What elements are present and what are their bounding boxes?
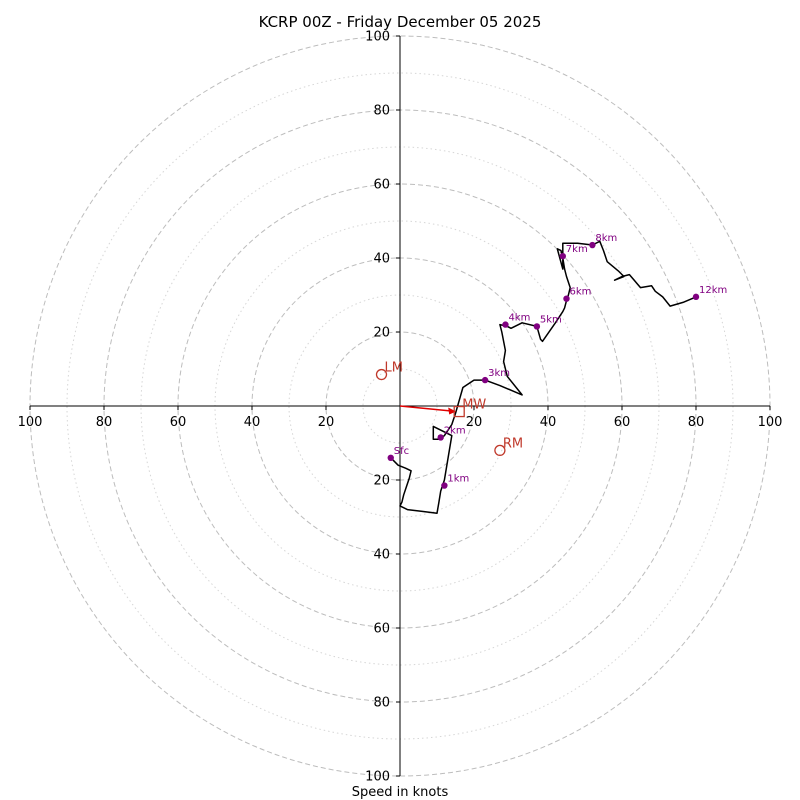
x-tick-label: 20 bbox=[318, 415, 335, 430]
x-tick-label: 80 bbox=[96, 415, 113, 430]
height-markers: Sfc 1km 2km 3km 4km 5km 6km 7km 8km 12km bbox=[387, 233, 727, 489]
y-tick-label: 40 bbox=[373, 548, 390, 563]
height-marker-3km bbox=[481, 376, 489, 384]
height-label-2km: 2km bbox=[444, 425, 466, 436]
storm-motion-marker-RM bbox=[494, 444, 506, 457]
x-tick-label: 40 bbox=[244, 415, 261, 430]
height-marker-6km bbox=[563, 295, 570, 302]
height-marker-8km bbox=[589, 241, 596, 249]
height-label-3km: 3km bbox=[488, 368, 510, 379]
height-marker-5km bbox=[533, 323, 541, 330]
x-tick-label: 40 bbox=[540, 415, 557, 430]
height-marker-Sfc bbox=[387, 454, 394, 461]
y-tick-label: 20 bbox=[373, 326, 390, 341]
height-marker-1km bbox=[441, 482, 448, 489]
height-label-1km: 1km bbox=[447, 474, 469, 485]
storm-motion-label-RM: RM bbox=[503, 436, 523, 451]
height-label-7km: 7km bbox=[566, 244, 588, 255]
height-label-5km: 5km bbox=[540, 314, 562, 325]
y-tick-label: 60 bbox=[373, 622, 390, 637]
storm-motion-markers: LM MW RM bbox=[375, 361, 523, 457]
height-label-Sfc: Sfc bbox=[394, 446, 409, 457]
storm-motion-label-MW: MW bbox=[462, 398, 486, 413]
height-label-6km: 6km bbox=[570, 287, 592, 298]
x-tick-label: 80 bbox=[688, 415, 705, 430]
chart-title: KCRP 00Z - Friday December 05 2025 bbox=[259, 13, 542, 31]
mean-wind-vector bbox=[399, 405, 452, 412]
mean-wind-arrowhead bbox=[448, 407, 457, 415]
height-marker-7km bbox=[559, 252, 566, 260]
storm-motion-marker-LM bbox=[375, 368, 388, 381]
hodograph-trace-line bbox=[390, 240, 697, 515]
y-tick-label: 20 bbox=[373, 474, 390, 489]
x-tick-label: 60 bbox=[614, 415, 631, 430]
y-tick-label: 80 bbox=[373, 104, 390, 119]
height-marker-4km bbox=[502, 321, 509, 328]
y-tick-label: 40 bbox=[373, 252, 390, 267]
x-axis-label: Speed in knots bbox=[352, 785, 449, 800]
height-label-12km: 12km bbox=[699, 285, 727, 296]
storm-motion-marker-MW bbox=[453, 405, 465, 418]
y-tick-label: 100 bbox=[365, 30, 390, 45]
tick-labels: 100 80 60 40 20 20 40 60 80 100 100 80 60 40 20 20 40 60 8… bbox=[18, 30, 783, 785]
y-tick-label: 60 bbox=[373, 178, 390, 193]
height-label-8km: 8km bbox=[595, 233, 617, 244]
height-label-4km: 4km bbox=[508, 313, 530, 324]
y-tick-label: 80 bbox=[373, 696, 390, 711]
x-tick-label: 20 bbox=[466, 415, 483, 430]
x-tick-label: 100 bbox=[758, 415, 783, 430]
height-marker-2km bbox=[437, 434, 444, 441]
y-tick-label: 100 bbox=[365, 770, 390, 785]
x-tick-label: 60 bbox=[170, 415, 187, 430]
height-marker-12km bbox=[692, 293, 700, 301]
x-tick-label: 100 bbox=[18, 415, 43, 430]
storm-motion-label-LM: LM bbox=[385, 361, 403, 376]
wind-trace bbox=[390, 240, 697, 515]
